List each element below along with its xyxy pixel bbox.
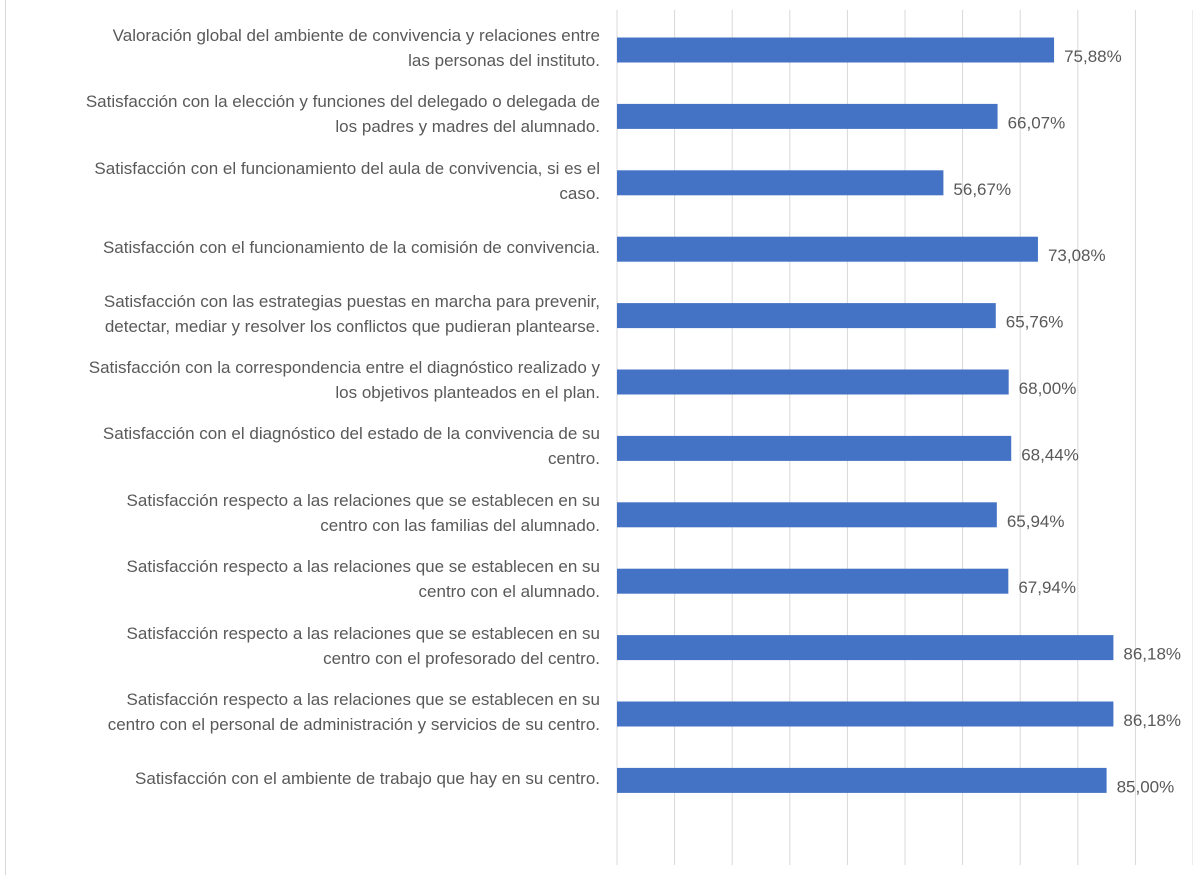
data-label-6: 68,00%	[1019, 379, 1077, 398]
bar-12	[617, 767, 1107, 793]
category-label-line: centro con el profesorado del centro.	[323, 648, 600, 668]
category-label-line: Satisfacción con la correspondencia entr…	[88, 358, 600, 377]
category-label-line: Satisfacción con el funcionamiento de la…	[102, 237, 600, 257]
data-label-11: 86,18%	[1123, 711, 1181, 730]
data-label-4: 73,08%	[1048, 246, 1106, 265]
bar-5	[617, 303, 996, 329]
bar-8	[617, 502, 997, 528]
data-label-12: 85,00%	[1117, 777, 1175, 796]
category-label-line: Valoración global del ambiente de conviv…	[112, 26, 600, 45]
bar-1	[617, 37, 1055, 63]
data-label-9: 67,94%	[1018, 578, 1076, 597]
data-label-1: 75,88%	[1064, 47, 1122, 66]
data-label-8: 65,94%	[1007, 512, 1065, 531]
data-label-2: 66,07%	[1008, 113, 1066, 132]
category-label-7: Satisfacción con el diagnóstico del esta…	[8, 421, 600, 471]
category-label-line: centro con el personal de administración…	[107, 715, 600, 734]
bar-6	[617, 369, 1009, 395]
category-label-line: detectar, mediar y resolver los conflict…	[104, 316, 600, 336]
category-label-11: Satisfacción respecto a las relaciones q…	[8, 687, 600, 737]
category-label-line: caso.	[559, 183, 600, 203]
category-label-line: centro.	[548, 449, 600, 469]
category-label-line: Satisfacción con el ambiente de trabajo …	[135, 768, 600, 788]
category-label-line: Satisfacción con el funcionamiento del a…	[94, 158, 600, 178]
bar-9	[617, 568, 1009, 594]
bar-3	[617, 170, 944, 196]
category-label-8: Satisfacción respecto a las relaciones q…	[8, 488, 600, 538]
bar-7	[617, 435, 1012, 461]
category-label-4: Satisfacción con el funcionamiento de la…	[8, 235, 600, 260]
chart-left-border	[5, 0, 6, 875]
bar-4	[617, 236, 1038, 262]
category-label-line: Satisfacción respecto a las relaciones q…	[126, 557, 600, 577]
category-label-2: Satisfacción con la elección y funciones…	[8, 89, 600, 139]
category-label-line: Satisfacción con la elección y funciones…	[85, 92, 600, 112]
category-label-line: centro con el alumnado.	[418, 582, 600, 602]
category-label-6: Satisfacción con la correspondencia entr…	[8, 355, 600, 405]
data-label-10: 86,18%	[1123, 645, 1181, 664]
category-label-line: los objetivos planteados en el plan.	[335, 383, 600, 402]
category-label-line: Satisfacción respecto a las relaciones q…	[126, 690, 600, 709]
category-label-line: los padres y madres del alumnado.	[335, 117, 600, 137]
category-label-line: Satisfacción con el diagnóstico del esta…	[102, 424, 600, 444]
data-label-7: 68,44%	[1021, 445, 1079, 464]
category-label-line: las personas del instituto.	[408, 51, 600, 70]
category-label-1: Valoración global del ambiente de conviv…	[8, 23, 600, 73]
category-label-12: Satisfacción con el ambiente de trabajo …	[8, 766, 600, 791]
data-label-3: 56,67%	[953, 180, 1011, 199]
category-label-10: Satisfacción respecto a las relaciones q…	[8, 621, 600, 671]
category-label-line: centro con las familias del alumnado.	[320, 515, 600, 535]
category-label-5: Satisfacción con las estrategias puestas…	[8, 289, 600, 339]
category-label-line: Satisfacción respecto a las relaciones q…	[126, 623, 600, 643]
category-label-line: Satisfacción con las estrategias puestas…	[103, 291, 600, 311]
category-label-3: Satisfacción con el funcionamiento del a…	[8, 156, 600, 206]
data-label-5: 65,76%	[1006, 313, 1064, 332]
bar-10	[617, 635, 1114, 661]
bar-11	[617, 701, 1114, 727]
bar-2	[617, 103, 998, 129]
category-label-9: Satisfacción respecto a las relaciones q…	[8, 554, 600, 604]
category-label-line: Satisfacción respecto a las relaciones q…	[126, 490, 600, 510]
